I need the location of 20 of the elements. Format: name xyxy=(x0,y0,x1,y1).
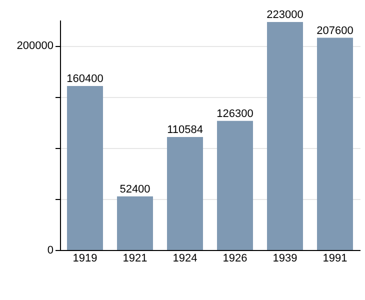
bar xyxy=(67,86,103,250)
y-tick-label: 0 xyxy=(47,244,54,256)
data-label: 207600 xyxy=(316,24,354,37)
data-label: 52400 xyxy=(120,183,150,196)
data-label: 223000 xyxy=(266,9,304,22)
bar xyxy=(117,196,153,250)
bar xyxy=(167,136,203,250)
x-tick-label: 1921 xyxy=(122,252,148,264)
x-tick-label: 1924 xyxy=(172,252,198,264)
x-tick-label: 1939 xyxy=(272,252,298,264)
bar xyxy=(217,120,253,250)
data-label: 160400 xyxy=(66,73,104,86)
bar xyxy=(317,38,353,250)
x-tick-label: 1991 xyxy=(322,252,348,264)
y-tick-label: 200000 xyxy=(16,40,54,52)
data-label: 126300 xyxy=(216,108,254,120)
data-label: 110584 xyxy=(167,124,203,136)
x-tick-label: 1919 xyxy=(72,252,98,264)
bar xyxy=(267,22,303,250)
x-tick-label: 1926 xyxy=(222,252,248,264)
